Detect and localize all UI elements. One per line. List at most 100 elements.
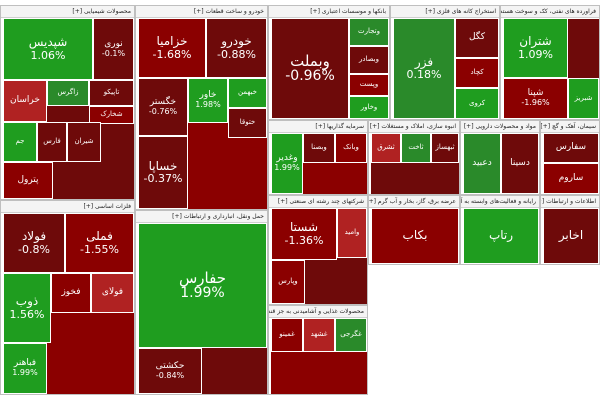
stock-tile[interactable]: فزر 0.18% (393, 18, 455, 119)
stock-tile[interactable]: کچاد (455, 58, 499, 88)
stock-tile[interactable]: فولاد -0.8% (3, 213, 65, 273)
stock-tile[interactable]: جم (3, 122, 37, 162)
stock-tile[interactable]: فولای (91, 273, 134, 313)
sector-block: انبوه سازی، املاک و مستغلات [+] ثشرق ثاخت ث… (368, 120, 460, 195)
stock-tile[interactable]: ثاخت (401, 133, 431, 163)
sector-block: محصولات شیمیایی [+] شپدیس 1.06% نوری -0.1% خر… (0, 5, 135, 200)
sector-block: عرضه برق، گاز، بخار و آب گرم [+] بکاب (368, 195, 460, 265)
sector-header[interactable]: سیمان، آهک و گچ [+] (541, 121, 599, 133)
sector-header[interactable]: فلزات اساسی [+] (1, 201, 134, 213)
stock-tile[interactable]: تاپیکو (89, 80, 134, 106)
sector-header[interactable]: مواد و محصولات دارویی [+] (461, 121, 539, 133)
stock-tile[interactable]: وبانک (335, 133, 367, 163)
stock-tile[interactable]: حکشتی -0.84% (138, 348, 202, 394)
stock-tile[interactable]: خزامیا -1.68% (138, 18, 206, 78)
stock-symbol: غشهد (310, 330, 328, 339)
sector-header[interactable]: سرمایه گذاریها [+] (269, 121, 367, 133)
stock-tile[interactable]: شپنا -1.96% (503, 78, 568, 119)
stock-tile[interactable]: شبریز (568, 78, 599, 119)
stock-symbol: شخارک (100, 110, 123, 119)
sector-header[interactable]: استخراج کانه های فلزی [+] (391, 6, 499, 18)
stock-symbol: حفارس (179, 268, 226, 287)
stock-tile[interactable]: ختوقا (228, 108, 267, 138)
sector-header[interactable]: خودرو و ساخت قطعات [+] (136, 6, 267, 18)
sector-header[interactable]: محصولات غذایی و آشامیدنی به جز قند [+] (269, 306, 367, 318)
stock-tile[interactable]: وتجارت (349, 18, 389, 46)
stock-symbol: سفارس (555, 142, 587, 153)
stock-tile[interactable]: فملی -1.55% (65, 213, 134, 273)
sector-block: رایانه و فعالیت‌های وابسته به آن [+] رتاپ (460, 195, 540, 265)
stock-tile[interactable]: وامید (337, 208, 367, 258)
stock-symbol: وبانک (343, 143, 359, 152)
stock-tile[interactable]: شتران 1.09% (503, 18, 568, 78)
sector-header[interactable]: محصولات شیمیایی [+] (1, 6, 134, 18)
stock-tile[interactable]: کگل (455, 18, 499, 58)
stock-tile[interactable]: وغدیر 1.99% (271, 133, 303, 194)
sector-header[interactable]: اطلاعات و ارتباطات [+] (541, 196, 599, 208)
stock-symbol: ساروم (558, 172, 584, 183)
sector-header[interactable]: فراورده های نفتی، کک و سوخت هسته ای [+] (501, 6, 599, 18)
stock-tile[interactable]: خساپا -0.37% (138, 136, 188, 209)
stock-tile[interactable]: ثبهساز (431, 133, 459, 163)
sector-header[interactable]: رایانه و فعالیت‌های وابسته به آن [+] (461, 196, 539, 208)
stock-tile[interactable]: ساروم (543, 163, 599, 194)
stock-tile[interactable]: کروی (455, 88, 499, 119)
sector-header[interactable]: شرکتهای چند رشته ای صنعتی [+] (269, 196, 367, 208)
stock-tile[interactable]: ذوب 1.56% (3, 273, 51, 343)
stock-tile[interactable]: غمینو (271, 318, 303, 352)
sector-block: سرمایه گذاریها [+] وغدیر 1.99% وبصنا وبانک (268, 120, 368, 195)
stock-tile[interactable]: فباهنر 1.99% (3, 343, 47, 394)
stock-tile[interactable]: اخابر (543, 208, 599, 264)
sector-block: فراورده های نفتی، کک و سوخت هسته ای [+]ش… (500, 5, 600, 120)
stock-symbol: فزر (414, 54, 434, 69)
sector-block: خودرو و ساخت قطعات [+] خزامیا -1.68% خودرو -… (135, 5, 268, 210)
stock-tile[interactable]: شیران (67, 122, 101, 162)
stock-tile[interactable]: وبملت -0.96% (271, 18, 349, 119)
sector-header[interactable]: انبوه سازی، املاک و مستغلات [+] (369, 121, 459, 133)
stock-tile[interactable]: غشهد (303, 318, 335, 352)
stock-tile[interactable]: دعبید (463, 133, 501, 194)
sector-block: فلزات اساسی [+] فولاد -0.8% فملی -1.55% ذوب 1.… (0, 200, 135, 395)
stock-tile[interactable]: وخاور (349, 96, 389, 119)
stock-tile[interactable]: شستا -1.36% (271, 208, 337, 260)
stock-tile[interactable]: فارس (37, 122, 67, 162)
stock-tile[interactable]: وبصنا (303, 133, 335, 163)
stock-tile[interactable]: نوری -0.1% (93, 18, 134, 80)
stock-tile[interactable]: شپدیس 1.06% (3, 18, 93, 80)
stock-symbol: شپدیس (28, 35, 68, 50)
stock-tile[interactable]: وبصادر (349, 46, 389, 74)
stock-tile[interactable]: بکاب (371, 208, 459, 264)
stock-symbol: وبملت (290, 51, 330, 70)
stock-symbol: خبهمن (237, 88, 258, 97)
stock-change: -0.88% (217, 47, 256, 61)
stock-tile[interactable]: فخوز (51, 273, 91, 313)
stock-tile[interactable]: وپارس (271, 260, 305, 304)
stock-tile[interactable]: سفارس (543, 133, 599, 163)
stock-tile[interactable]: خودرو -0.88% (206, 18, 267, 78)
stock-change: 1.09% (518, 47, 553, 61)
sector-header[interactable]: حمل ونقل، انبارداری و ارتباطات [+] (136, 211, 267, 223)
stock-tile[interactable]: وپست (349, 74, 389, 96)
stock-tile[interactable]: غگرجی (335, 318, 367, 352)
stock-tile[interactable]: ثشرق (371, 133, 401, 163)
stock-tile[interactable]: حفارس 1.99% (138, 223, 267, 348)
stock-change: 1.98% (195, 100, 221, 110)
stock-tile[interactable]: پترول (3, 162, 53, 199)
stock-tile[interactable]: شخارک (89, 106, 134, 124)
stock-symbol: غگرجی (340, 330, 362, 339)
stock-tile[interactable]: خراسان (3, 80, 47, 122)
stock-tile[interactable]: دسینا (501, 133, 539, 194)
stock-tile[interactable]: خگستر -0.76% (138, 78, 188, 136)
sector-block: محصولات غذایی و آشامیدنی به جز قند [+] غم… (268, 305, 368, 395)
stock-tile[interactable]: زاگرس (47, 80, 89, 106)
stock-symbol: رتاپ (488, 228, 514, 243)
sector-header[interactable]: بانکها و موسسات اعتباری [+] (269, 6, 389, 18)
stock-tile[interactable]: خاور 1.98% (188, 78, 228, 123)
stock-change: 1.99% (12, 368, 38, 378)
stock-symbol: جم (15, 137, 25, 146)
stock-tile[interactable]: رتاپ (463, 208, 539, 264)
stock-symbol: خراسان (10, 95, 40, 106)
stock-symbol: خزامیا (156, 34, 188, 49)
stock-tile[interactable]: خبهمن (228, 78, 267, 108)
sector-header[interactable]: عرضه برق، گاز، بخار و آب گرم [+] (369, 196, 459, 208)
